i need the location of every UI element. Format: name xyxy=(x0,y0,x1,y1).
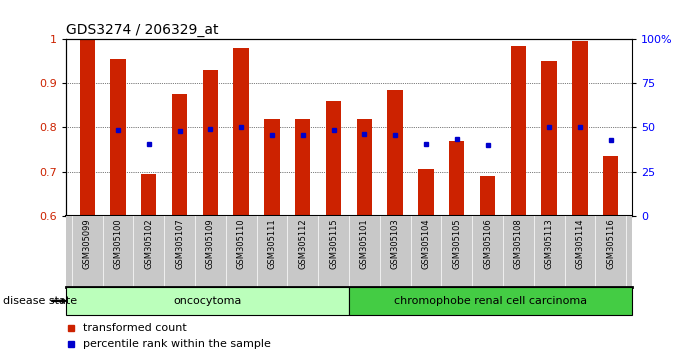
Text: GSM305110: GSM305110 xyxy=(237,218,246,269)
Bar xyxy=(111,59,126,216)
Bar xyxy=(357,119,372,216)
Bar xyxy=(511,46,526,216)
Text: oncocytoma: oncocytoma xyxy=(173,296,241,306)
Text: GDS3274 / 206329_at: GDS3274 / 206329_at xyxy=(66,23,218,36)
Text: GSM305116: GSM305116 xyxy=(606,218,615,269)
Text: GSM305111: GSM305111 xyxy=(267,218,276,269)
Bar xyxy=(264,119,280,216)
Text: GSM305099: GSM305099 xyxy=(83,218,92,269)
Text: GSM305104: GSM305104 xyxy=(422,218,430,269)
Text: GSM305105: GSM305105 xyxy=(452,218,461,269)
Bar xyxy=(66,287,349,315)
Text: percentile rank within the sample: percentile rank within the sample xyxy=(83,339,270,349)
Text: disease state: disease state xyxy=(3,296,77,306)
Bar xyxy=(172,94,187,216)
Text: transformed count: transformed count xyxy=(83,323,187,333)
Bar xyxy=(234,48,249,216)
Text: GSM305109: GSM305109 xyxy=(206,218,215,269)
Text: GSM305100: GSM305100 xyxy=(113,218,122,269)
Text: GSM305107: GSM305107 xyxy=(175,218,184,269)
Bar xyxy=(79,39,95,216)
Text: GSM305101: GSM305101 xyxy=(360,218,369,269)
Bar xyxy=(326,101,341,216)
Bar xyxy=(388,90,403,216)
Bar xyxy=(418,170,434,216)
Bar xyxy=(480,176,495,216)
Text: GSM305112: GSM305112 xyxy=(299,218,307,269)
Text: GSM305115: GSM305115 xyxy=(329,218,338,269)
Text: GSM305106: GSM305106 xyxy=(483,218,492,269)
Text: GSM305113: GSM305113 xyxy=(545,218,553,269)
Bar xyxy=(603,156,618,216)
Bar xyxy=(202,70,218,216)
Text: GSM305103: GSM305103 xyxy=(390,218,399,269)
Bar xyxy=(141,174,156,216)
Bar xyxy=(542,61,557,216)
Bar xyxy=(349,287,632,315)
Bar xyxy=(295,119,310,216)
Text: GSM305108: GSM305108 xyxy=(514,218,523,269)
Text: GSM305102: GSM305102 xyxy=(144,218,153,269)
Bar xyxy=(572,41,587,216)
Text: chromophobe renal cell carcinoma: chromophobe renal cell carcinoma xyxy=(394,296,587,306)
Text: GSM305114: GSM305114 xyxy=(576,218,585,269)
Bar xyxy=(449,141,464,216)
